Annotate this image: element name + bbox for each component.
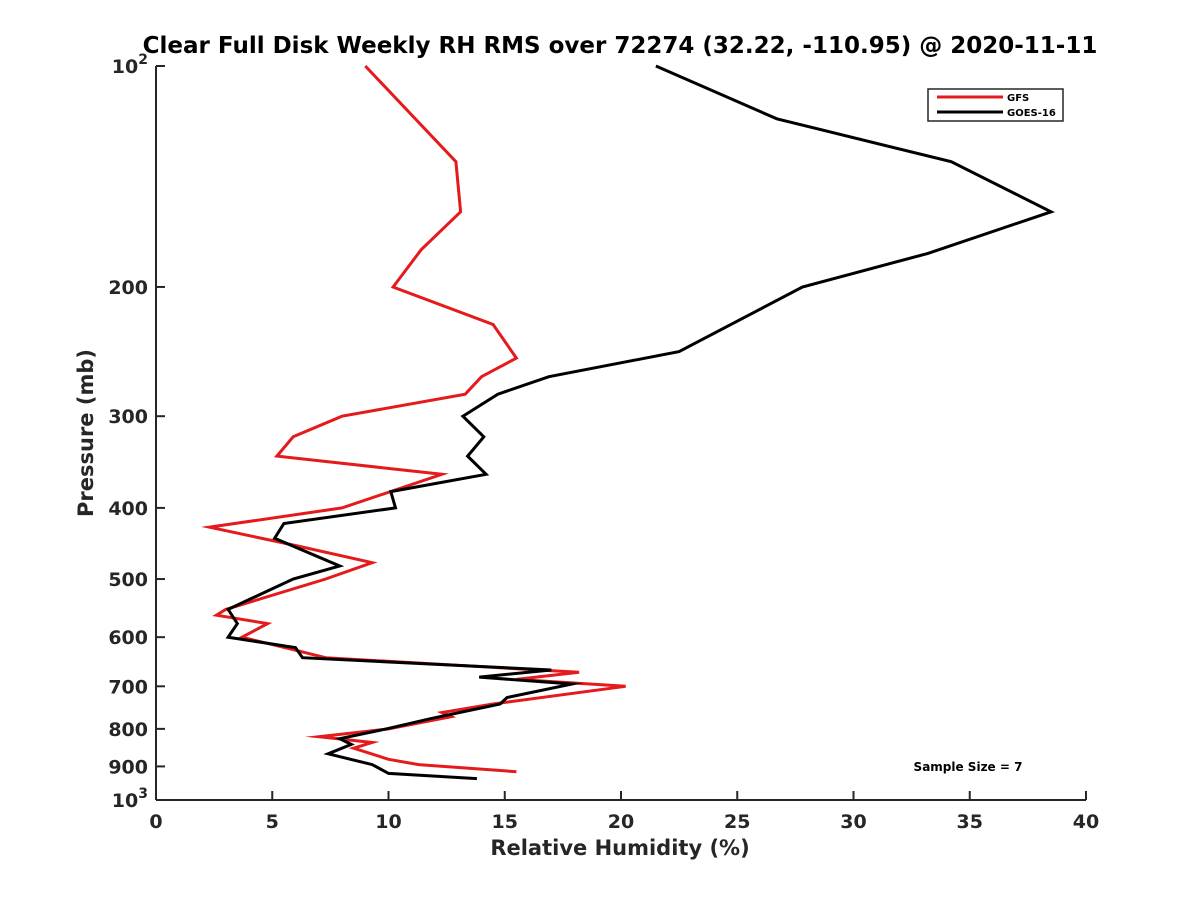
- series-line-gfs: [200, 64, 626, 774]
- x-tick-label: 15: [492, 811, 518, 833]
- y-tick-label: 300: [108, 406, 148, 428]
- series-layer: [200, 64, 1055, 781]
- sample-size-annotation: Sample Size = 7: [914, 760, 1023, 774]
- y-tick-label: 800: [108, 719, 148, 741]
- x-tick-label: 30: [840, 811, 866, 833]
- legend-box: [927, 88, 1064, 122]
- y-tick-label: 500: [108, 569, 148, 591]
- x-axis-label: Relative Humidity (%): [490, 836, 749, 860]
- x-tick-label: 25: [724, 811, 750, 833]
- y-tick-label: 900: [108, 756, 148, 778]
- x-tick-label: 35: [957, 811, 983, 833]
- y-tick-label: 200: [108, 277, 148, 299]
- x-tick-label: 0: [149, 811, 162, 833]
- y-tick-label: 700: [108, 676, 148, 698]
- x-tick-label: 20: [608, 811, 634, 833]
- y-tick-label: 400: [108, 498, 148, 520]
- legend-label: GFS: [1007, 93, 1029, 104]
- y-tick-label: 102: [112, 52, 148, 78]
- x-tick-label: 10: [375, 811, 401, 833]
- y-axis-label: Pressure (mb): [74, 349, 98, 517]
- axes: 0 5 10 15 20 25 30 35 40 102 200 300 400 500 600 700 800…: [108, 52, 1099, 833]
- series-line-goes-16: [225, 64, 1055, 781]
- legend-label: GOES-16: [1007, 108, 1056, 119]
- y-tick-label: 600: [108, 627, 148, 649]
- x-tick-label: 5: [266, 811, 279, 833]
- x-tick-label: 40: [1073, 811, 1099, 833]
- legend: GFS GOES-16: [927, 88, 1064, 122]
- y-tick-label: 103: [112, 786, 148, 812]
- chart-title: Clear Full Disk Weekly RH RMS over 72274…: [143, 33, 1098, 59]
